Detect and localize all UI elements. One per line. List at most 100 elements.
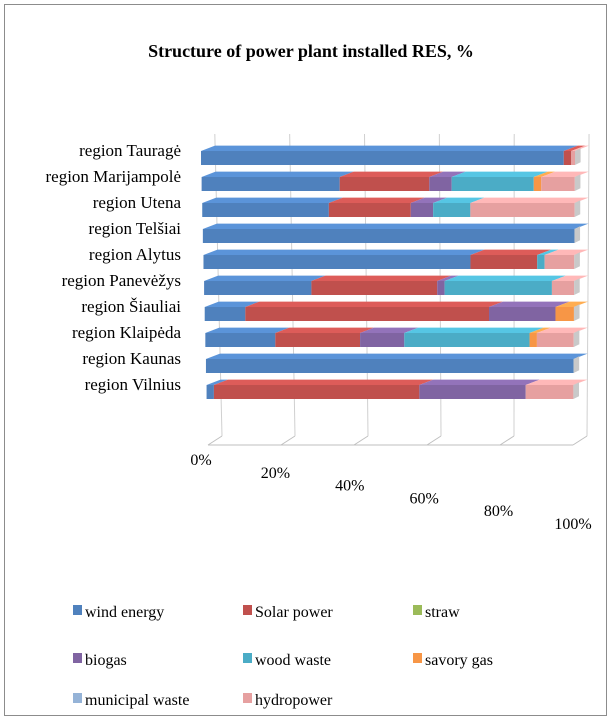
bar-end-cap [574,226,580,243]
legend-swatch [413,605,422,615]
bar-segment [537,255,544,269]
bar-segment [534,177,541,191]
bar-segment [202,203,329,217]
bar-segment [452,177,534,191]
category-labels: region Tauragė region Marijampolė region U… [46,141,182,394]
bar-segment-top [202,198,343,203]
bar-segment [206,359,574,373]
bar-end-cap [575,148,581,165]
category-label: region Klaipėda [72,323,181,342]
bar-segment [437,281,444,295]
bar-segment [571,151,575,165]
floor-line [427,436,441,445]
category-label: region Utena [93,193,182,212]
bar-segment-top [214,380,433,385]
bar-segment [541,177,575,191]
legend: wind energy Solar power straw biogas wood wa… [73,604,493,709]
bar-segment [552,281,574,295]
bar-segment [201,151,564,165]
x-tick-label: 40% [335,478,364,495]
bar-segment [202,177,340,191]
bar-segment [360,333,404,347]
legend-swatch [73,693,82,703]
bar-segment [419,385,525,399]
x-tick-label: 80% [484,503,513,520]
bar-segment-top [470,250,551,255]
bar-segment-top [203,224,589,229]
bar-end-cap [574,330,580,347]
floor-line [354,436,368,445]
bar-end-cap [574,304,580,321]
category-label: region Tauragė [79,141,181,160]
bar-end-cap [574,356,580,373]
bar-segment-top [452,172,548,177]
bar-segment [555,307,573,321]
legend-label: municipal waste [85,692,189,709]
bar-segment-top [203,250,484,255]
legend-swatch [73,605,82,615]
legend-label: wood waste [255,652,331,669]
bar-segment [433,203,470,217]
bar-segment-top [206,354,588,359]
bar-segment [214,385,419,399]
bar-segment-top [404,328,543,333]
bar-segment [545,255,575,269]
gridline [587,134,589,436]
bar-segment-top [204,276,325,281]
bar-segment [411,203,433,217]
bar-segment [204,281,311,295]
floor-line [500,436,514,445]
legend-label: wind energy [85,604,164,621]
bar-segment [564,151,571,165]
bar-segment-top [311,276,451,281]
bar-segment-top [202,172,354,177]
bar-segment [526,385,574,399]
legend-label: savory gas [425,652,493,669]
legend-swatch [73,653,82,663]
x-tick-label: 20% [261,465,290,482]
x-tick-label: 0% [190,452,211,469]
bar-end-cap [575,174,581,191]
bar-segment [203,229,575,243]
bar-segment [429,177,451,191]
bar-segment [245,307,489,321]
bar-segment [329,203,411,217]
floor-line [281,436,295,445]
category-label: region Vilnius [85,375,181,394]
bar-end-cap [575,200,581,217]
bar-end-cap [574,278,580,295]
bar-segment-top [201,146,578,151]
chart-svg: Structure of power plant installed RES, … [5,5,613,726]
bar-segment [530,333,537,347]
bar-segment [404,333,529,347]
bar-segment [205,333,275,347]
bars [201,146,589,399]
x-tick-labels: 0%20%40%60%80%100% [190,452,591,533]
chart-frame: Structure of power plant installed RES, … [4,4,607,716]
x-tick-label: 60% [410,490,439,507]
legend-label: biogas [85,652,127,669]
category-label: region Marijampolė [46,167,182,186]
legend-label: hydropower [255,692,333,709]
bar-segment [203,255,470,269]
bar-segment [275,333,360,347]
bar-segment [489,307,555,321]
chart-title: Structure of power plant installed RES, … [148,41,474,61]
legend-label: straw [425,604,460,621]
bar-segment-top [275,328,374,333]
bar-segment [311,281,437,295]
legend-swatch [243,653,252,663]
category-label: region Panevėžys [62,271,181,290]
legend-label: Solar power [255,604,333,621]
bar-segment [205,307,246,321]
bar-segment [445,281,552,295]
bar-end-cap [574,252,580,269]
bar-segment [207,385,214,399]
bar-segment-top [245,302,503,307]
bar-segment-top [205,328,289,333]
bar-segment [537,333,574,347]
category-label: region Kaunas [82,349,181,368]
legend-swatch [243,693,252,703]
category-label: region Telšiai [89,219,182,238]
bar-segment-top [445,276,566,281]
